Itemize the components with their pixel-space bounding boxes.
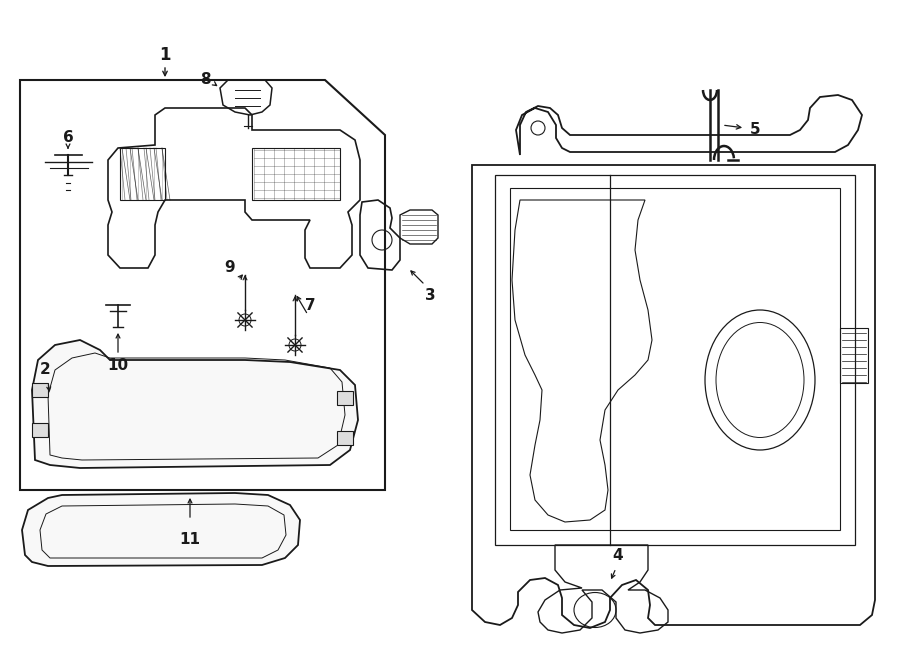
Bar xyxy=(32,423,48,437)
Text: 2: 2 xyxy=(40,362,50,377)
Text: 3: 3 xyxy=(425,288,436,303)
Text: 7: 7 xyxy=(305,297,315,313)
Polygon shape xyxy=(22,493,300,566)
Text: 11: 11 xyxy=(179,533,201,547)
Bar xyxy=(32,383,48,397)
Bar xyxy=(337,391,353,405)
Bar xyxy=(840,328,868,383)
Text: 8: 8 xyxy=(200,73,211,87)
Text: 9: 9 xyxy=(225,260,235,276)
Text: 6: 6 xyxy=(63,130,74,145)
Bar xyxy=(337,431,353,445)
Text: 1: 1 xyxy=(159,46,171,64)
Text: 5: 5 xyxy=(750,122,760,137)
Polygon shape xyxy=(32,340,358,468)
Text: 4: 4 xyxy=(613,547,624,563)
Text: 10: 10 xyxy=(107,358,129,373)
